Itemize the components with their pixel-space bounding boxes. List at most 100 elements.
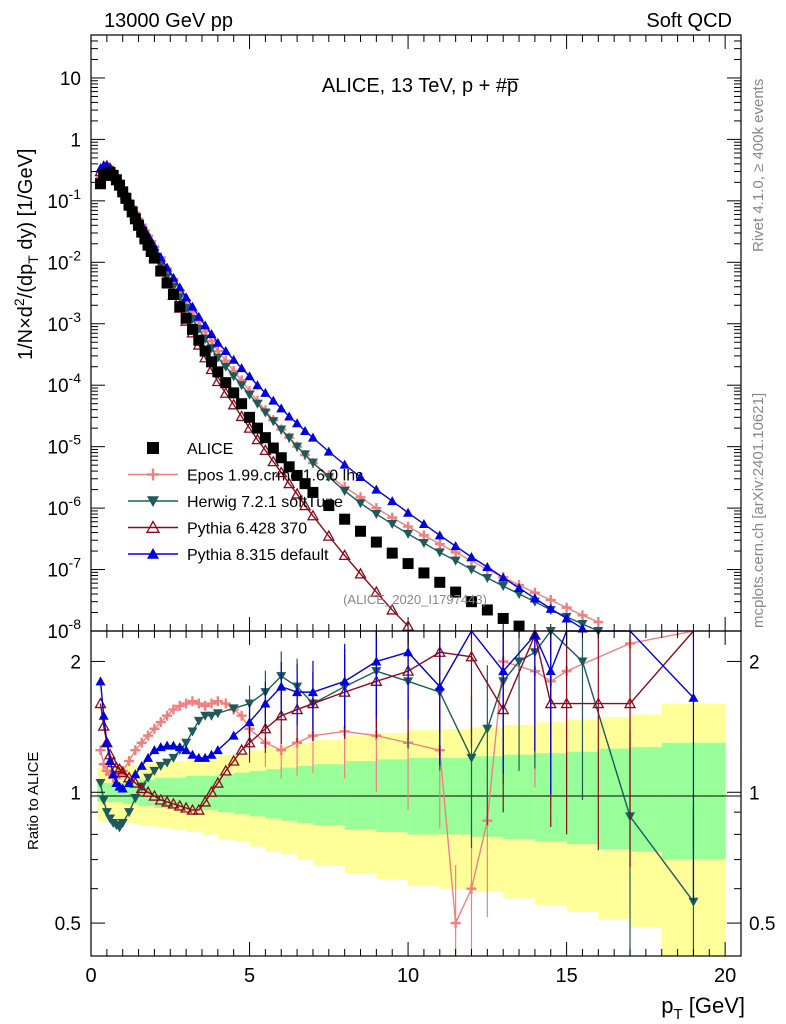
point-epos [561, 602, 572, 613]
ratio-point-epos [466, 883, 477, 894]
point-py8 [466, 552, 477, 562]
main-y-axis-label: 1/N×d2/(dpT dy) [1/GeV] [11, 149, 41, 360]
x-axis-label: pT [GeV] [661, 993, 745, 1023]
legend-label: Pythia 8.315 default [187, 547, 329, 564]
point-herwig [418, 539, 429, 549]
ratio-point-epos [276, 745, 287, 756]
point-data [418, 567, 430, 579]
legend-label: ALICE [187, 441, 233, 458]
ratio-point-py6 [116, 766, 129, 778]
legend-marker [147, 442, 159, 454]
ratio-point-py8 [95, 676, 106, 686]
ratio-point-py8 [688, 692, 699, 702]
point-py8 [300, 425, 311, 435]
point-data [120, 192, 132, 204]
ratio-point-py6 [135, 782, 148, 794]
point-py8 [498, 572, 509, 582]
band-inner-bin [217, 774, 235, 813]
ratio-y-tick-labels: 0.5 0.5 1 1 2 2 [55, 652, 776, 935]
point-py8 [187, 301, 198, 311]
ratio-point-epos [200, 700, 211, 711]
ratio-point-py8 [98, 710, 109, 720]
band-inner-bin [233, 772, 251, 815]
band-inner-bin [281, 767, 298, 821]
point-herwig [228, 372, 239, 382]
ratio-point-herwig [168, 753, 179, 763]
ratio-point-py6 [259, 722, 272, 734]
ratio-point-py8 [162, 740, 173, 750]
ratio-point-herwig [117, 818, 128, 828]
point-data [136, 226, 148, 238]
point-data [145, 245, 157, 257]
point-herwig [260, 408, 271, 418]
header-right: Soft QCD [646, 10, 732, 32]
ratio-point-py8 [168, 740, 179, 750]
point-py6 [322, 529, 335, 541]
point-data [339, 513, 351, 525]
series-data [95, 166, 525, 632]
ratio-y-tick-label: 2 [70, 652, 81, 673]
point-py8 [244, 371, 255, 381]
main-y-tick-label: 10-3 [47, 309, 81, 336]
ratio-point-py6 [227, 754, 240, 766]
point-py8 [371, 484, 382, 494]
point-py8 [292, 418, 303, 428]
point-data [370, 536, 382, 548]
ratio-point-herwig [98, 795, 109, 805]
point-data [291, 469, 303, 481]
ratio-point-py6 [211, 776, 224, 788]
ratio-point-herwig [688, 897, 699, 907]
ratio-point-herwig [577, 657, 588, 667]
main-y-tick-label: 10-1 [47, 186, 81, 213]
point-py6 [401, 619, 415, 631]
point-data [205, 356, 217, 368]
ratio-y-tick-label-right: 2 [749, 652, 760, 673]
point-py8 [545, 603, 556, 613]
point-py8 [220, 346, 231, 356]
ratio-point-py8 [105, 756, 116, 766]
point-herwig [355, 499, 366, 509]
x-tick-label: 10 [397, 965, 419, 987]
point-data [323, 500, 335, 512]
point-py8 [339, 459, 350, 469]
ratio-point-epos [136, 737, 147, 748]
x-tick-labels: 0 5 10 15 20 [85, 965, 736, 987]
point-py8 [482, 562, 493, 572]
point-herwig [466, 565, 477, 575]
point-py6 [370, 585, 383, 597]
point-data [193, 334, 205, 346]
ratio-point-herwig [101, 808, 112, 818]
ratio-point-py6 [560, 697, 573, 709]
point-herwig [371, 510, 382, 520]
point-py8 [403, 507, 414, 517]
legend-marker [145, 520, 161, 533]
point-data [139, 233, 151, 245]
band-inner-bin [249, 770, 266, 817]
point-data [133, 219, 145, 231]
point-data [402, 558, 414, 570]
point-herwig [482, 573, 493, 583]
ratio-point-py6 [592, 697, 605, 709]
point-epos [577, 610, 588, 621]
point-py6 [290, 487, 304, 499]
point-data [174, 301, 186, 313]
ratio-point-py6 [199, 795, 212, 807]
ratio-point-epos [220, 698, 231, 709]
ratio-point-py6 [465, 650, 478, 662]
ratio-point-py6 [167, 797, 180, 809]
point-data [220, 377, 232, 389]
point-data [465, 596, 477, 608]
point-data [199, 345, 211, 357]
point-data [244, 411, 256, 423]
point-herwig [268, 417, 279, 427]
point-herwig [300, 450, 311, 460]
point-herwig [276, 425, 287, 435]
ratio-point-py8 [307, 687, 318, 697]
point-py6 [306, 509, 320, 521]
ratio-point-py6 [243, 736, 256, 748]
main-y-tick-label: 1 [70, 130, 81, 151]
point-py8 [228, 354, 239, 364]
ratio-point-epos [450, 918, 461, 929]
ratio-point-py6 [173, 799, 186, 811]
point-herwig [339, 486, 350, 496]
